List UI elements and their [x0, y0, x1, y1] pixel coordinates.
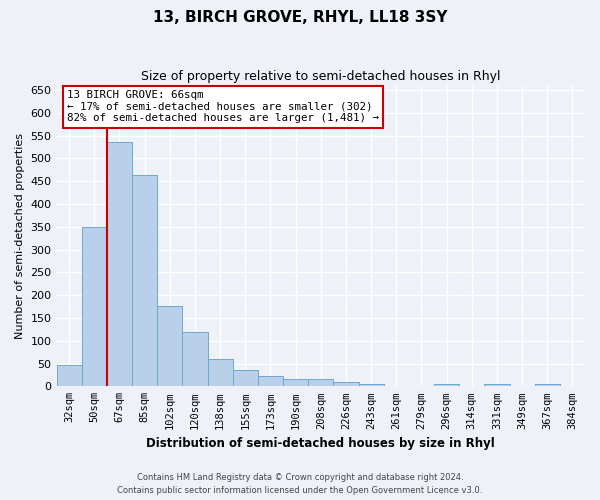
Bar — [233, 370, 258, 386]
Bar — [334, 382, 359, 386]
Text: 13 BIRCH GROVE: 66sqm
← 17% of semi-detached houses are smaller (302)
82% of sem: 13 BIRCH GROVE: 66sqm ← 17% of semi-deta… — [67, 90, 379, 124]
Bar — [208, 359, 233, 386]
Y-axis label: Number of semi-detached properties: Number of semi-detached properties — [15, 133, 25, 339]
Text: 13, BIRCH GROVE, RHYL, LL18 3SY: 13, BIRCH GROVE, RHYL, LL18 3SY — [153, 10, 447, 25]
Bar — [434, 384, 459, 386]
Bar — [484, 384, 509, 386]
Bar — [283, 380, 308, 386]
Bar — [258, 376, 283, 386]
Bar — [359, 384, 383, 386]
Bar — [535, 384, 560, 386]
X-axis label: Distribution of semi-detached houses by size in Rhyl: Distribution of semi-detached houses by … — [146, 437, 495, 450]
Title: Size of property relative to semi-detached houses in Rhyl: Size of property relative to semi-detach… — [141, 70, 500, 83]
Bar — [308, 380, 334, 386]
Text: Contains HM Land Registry data © Crown copyright and database right 2024.
Contai: Contains HM Land Registry data © Crown c… — [118, 474, 482, 495]
Bar — [182, 332, 208, 386]
Bar — [132, 175, 157, 386]
Bar — [82, 227, 107, 386]
Bar — [56, 366, 82, 386]
Bar — [157, 306, 182, 386]
Bar — [107, 142, 132, 386]
